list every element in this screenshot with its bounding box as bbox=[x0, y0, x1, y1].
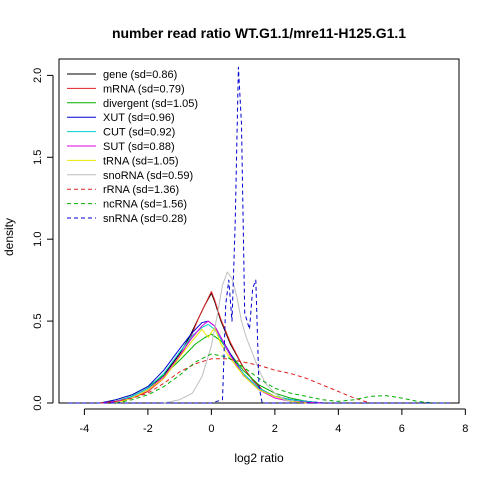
legend-label-1: mRNA (sd=0.79) bbox=[103, 83, 185, 95]
series-line-7 bbox=[163, 271, 295, 404]
legend-label-7: snoRNA (sd=0.59) bbox=[103, 170, 193, 182]
y-axis-label: density bbox=[2, 218, 16, 256]
chart-title: number read ratio WT.G1.1/mre11-H125.G1.… bbox=[112, 25, 406, 41]
x-axis-label: log2 ratio bbox=[234, 451, 284, 465]
y-axis: 0.0 0.5 1.0 1.5 2.0 bbox=[32, 68, 54, 411]
legend-label-4: CUT (sd=0.92) bbox=[103, 127, 175, 139]
legend-label-8: rRNA (sd=1.36) bbox=[103, 184, 179, 196]
series-line-4 bbox=[100, 323, 323, 404]
y-tick-label: 0.5 bbox=[32, 313, 44, 328]
y-tick-label: 0.0 bbox=[32, 395, 44, 410]
legend-label-0: gene (sd=0.86) bbox=[103, 69, 177, 81]
series-layer bbox=[68, 66, 450, 404]
legend-label-9: ncRNA (sd=1.56) bbox=[103, 199, 187, 211]
y-tick-label: 1.5 bbox=[32, 150, 44, 165]
series-line-8 bbox=[100, 358, 371, 404]
legend: gene (sd=0.86) mRNA (sd=0.79) divergent (s… bbox=[67, 69, 198, 225]
x-axis: -4 -2 0 2 4 6 8 bbox=[80, 408, 468, 435]
y-tick-label: 1.0 bbox=[32, 232, 44, 247]
x-tick-label: 6 bbox=[399, 423, 405, 435]
series-line-9 bbox=[115, 353, 450, 404]
x-tick-label: 8 bbox=[462, 423, 468, 435]
series-line-10 bbox=[68, 66, 450, 404]
y-tick-label: 2.0 bbox=[32, 68, 44, 83]
series-line-0 bbox=[100, 292, 323, 404]
x-tick-label: -2 bbox=[143, 423, 153, 435]
x-tick-label: -4 bbox=[80, 423, 90, 435]
x-tick-label: 2 bbox=[272, 423, 278, 435]
legend-label-2: divergent (sd=1.05) bbox=[103, 98, 198, 110]
legend-label-5: SUT (sd=0.88) bbox=[103, 141, 175, 153]
legend-label-6: tRNA (sd=1.05) bbox=[103, 155, 179, 167]
x-tick-label: 0 bbox=[208, 423, 214, 435]
legend-label-10: snRNA (sd=0.28) bbox=[103, 213, 187, 225]
x-tick-label: 4 bbox=[335, 423, 341, 435]
plot-frame bbox=[58, 58, 460, 404]
series-line-6 bbox=[115, 327, 307, 404]
legend-label-3: XUT (sd=0.96) bbox=[103, 112, 175, 124]
